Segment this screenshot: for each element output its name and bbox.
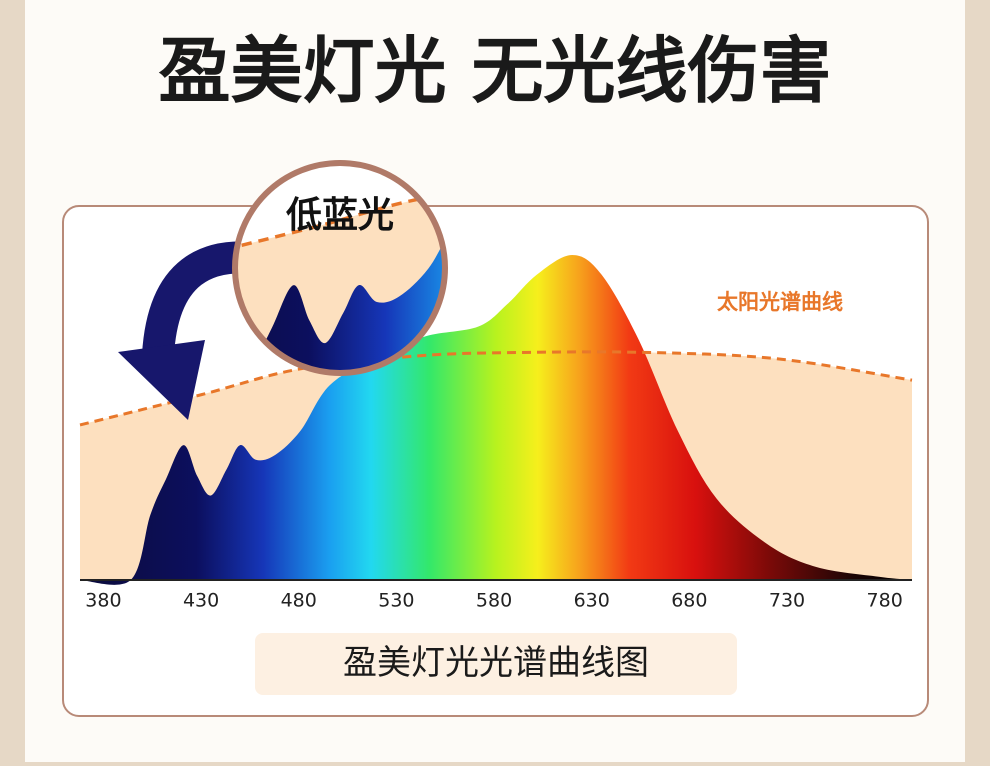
caption-box [255,633,737,695]
zoom-sun-area [235,177,445,373]
plot: 380 430 480 530 580 630 680 730 780 太阳光谱曲线 [79,255,913,612]
zoom-label: 低蓝光 [286,194,394,236]
legend-label: 太阳光谱曲线 [717,290,843,314]
sun-line [79,350,913,427]
lens-ring [232,160,448,376]
x-tick-label: 380 [85,590,121,612]
x-tick-label: 480 [281,590,317,612]
x-tick-label: 580 [476,590,512,612]
title: 盈美灯光 无光线伤害 [158,28,831,113]
x-tick-label: 780 [867,590,903,612]
x-tick-label: 430 [183,590,219,612]
x-tick-label: 730 [769,590,805,612]
arrow-head [118,340,205,420]
x-tick-label: 680 [671,590,707,612]
x-tick-label: 630 [574,590,610,612]
x-tick-label: 530 [378,590,414,612]
spectrum-area [80,255,912,585]
zoom-sun-line [235,176,445,264]
caption: 盈美灯光光谱曲线图 [343,643,649,683]
